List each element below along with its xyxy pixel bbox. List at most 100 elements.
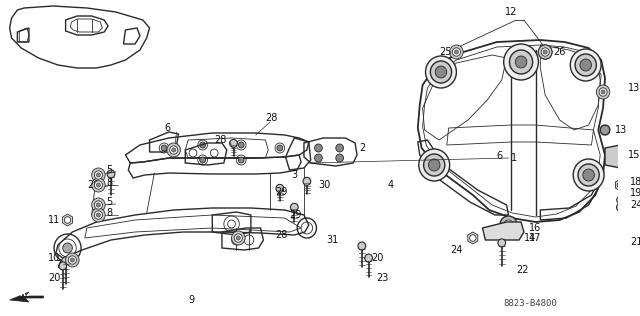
Circle shape [65, 217, 71, 223]
Text: 24: 24 [630, 200, 640, 210]
Text: 25: 25 [439, 47, 452, 57]
Circle shape [92, 178, 105, 192]
Circle shape [600, 125, 610, 135]
Circle shape [573, 159, 604, 191]
Circle shape [428, 159, 440, 171]
Text: 13: 13 [614, 125, 627, 135]
Circle shape [430, 61, 452, 83]
Circle shape [59, 262, 67, 270]
Text: 16: 16 [529, 223, 541, 233]
Text: 5: 5 [106, 197, 113, 207]
Text: 15: 15 [628, 150, 640, 160]
Circle shape [498, 239, 506, 247]
Text: 24: 24 [451, 245, 463, 255]
Text: FR.: FR. [15, 289, 30, 297]
Circle shape [277, 145, 283, 151]
Text: 14: 14 [524, 233, 536, 243]
Circle shape [452, 48, 460, 56]
Circle shape [618, 225, 626, 233]
Circle shape [94, 211, 102, 219]
Text: 6: 6 [497, 151, 503, 161]
Text: 8: 8 [106, 178, 112, 188]
Circle shape [238, 142, 244, 148]
Circle shape [234, 234, 243, 242]
Text: 28: 28 [275, 230, 287, 240]
Circle shape [94, 181, 102, 189]
Text: 8: 8 [106, 208, 112, 218]
Circle shape [570, 49, 601, 81]
Text: 6: 6 [164, 123, 170, 133]
Circle shape [543, 50, 547, 54]
Circle shape [617, 182, 623, 188]
Text: 1: 1 [511, 153, 518, 163]
Circle shape [107, 170, 115, 178]
Circle shape [365, 254, 372, 262]
Circle shape [94, 171, 102, 179]
Circle shape [167, 143, 180, 157]
Circle shape [358, 242, 365, 250]
Polygon shape [616, 179, 625, 191]
Text: 13: 13 [628, 83, 640, 93]
Text: 30: 30 [319, 180, 331, 190]
Polygon shape [10, 292, 44, 302]
Circle shape [303, 177, 310, 185]
Text: 7: 7 [55, 260, 61, 270]
Text: 10: 10 [48, 253, 61, 263]
Circle shape [232, 231, 245, 245]
Circle shape [172, 148, 176, 152]
Circle shape [315, 144, 323, 152]
Text: 29: 29 [289, 210, 302, 220]
Circle shape [578, 164, 599, 186]
Circle shape [541, 48, 549, 56]
Circle shape [94, 201, 102, 209]
Text: 5: 5 [106, 165, 113, 175]
Circle shape [63, 243, 72, 253]
Circle shape [170, 146, 178, 154]
Circle shape [599, 88, 607, 96]
Text: 28: 28 [266, 113, 278, 123]
Circle shape [424, 154, 445, 176]
Text: 3: 3 [291, 170, 298, 180]
Circle shape [601, 90, 605, 94]
Text: 9: 9 [188, 295, 195, 305]
Text: 12: 12 [505, 7, 518, 17]
Text: 11: 11 [48, 215, 61, 225]
Circle shape [61, 257, 70, 265]
Circle shape [538, 45, 552, 59]
Text: 22: 22 [516, 265, 529, 275]
Polygon shape [605, 145, 624, 168]
Text: 17: 17 [529, 233, 541, 243]
Circle shape [580, 59, 591, 71]
Circle shape [504, 220, 513, 230]
Circle shape [596, 85, 610, 99]
Circle shape [97, 213, 100, 217]
Circle shape [336, 144, 344, 152]
Circle shape [515, 56, 527, 68]
Circle shape [66, 253, 79, 267]
Circle shape [97, 173, 100, 177]
Circle shape [291, 203, 298, 211]
Text: 23: 23 [376, 273, 388, 283]
Text: 28: 28 [214, 135, 227, 145]
Circle shape [200, 142, 205, 148]
Circle shape [616, 196, 624, 204]
Circle shape [97, 183, 100, 187]
Polygon shape [63, 214, 72, 226]
Circle shape [238, 157, 244, 163]
Text: 20: 20 [371, 253, 384, 263]
Circle shape [336, 154, 344, 162]
Text: 20: 20 [48, 273, 61, 283]
Text: 21: 21 [630, 237, 640, 247]
Circle shape [435, 66, 447, 78]
Circle shape [470, 235, 476, 241]
Circle shape [276, 185, 284, 192]
Circle shape [68, 256, 76, 264]
Circle shape [92, 168, 105, 182]
Circle shape [454, 50, 458, 54]
Text: 2: 2 [359, 143, 365, 153]
Text: 8823-B4800: 8823-B4800 [504, 300, 557, 308]
Polygon shape [468, 232, 478, 244]
Text: 20: 20 [87, 180, 99, 190]
Circle shape [616, 203, 624, 211]
Circle shape [504, 44, 538, 80]
